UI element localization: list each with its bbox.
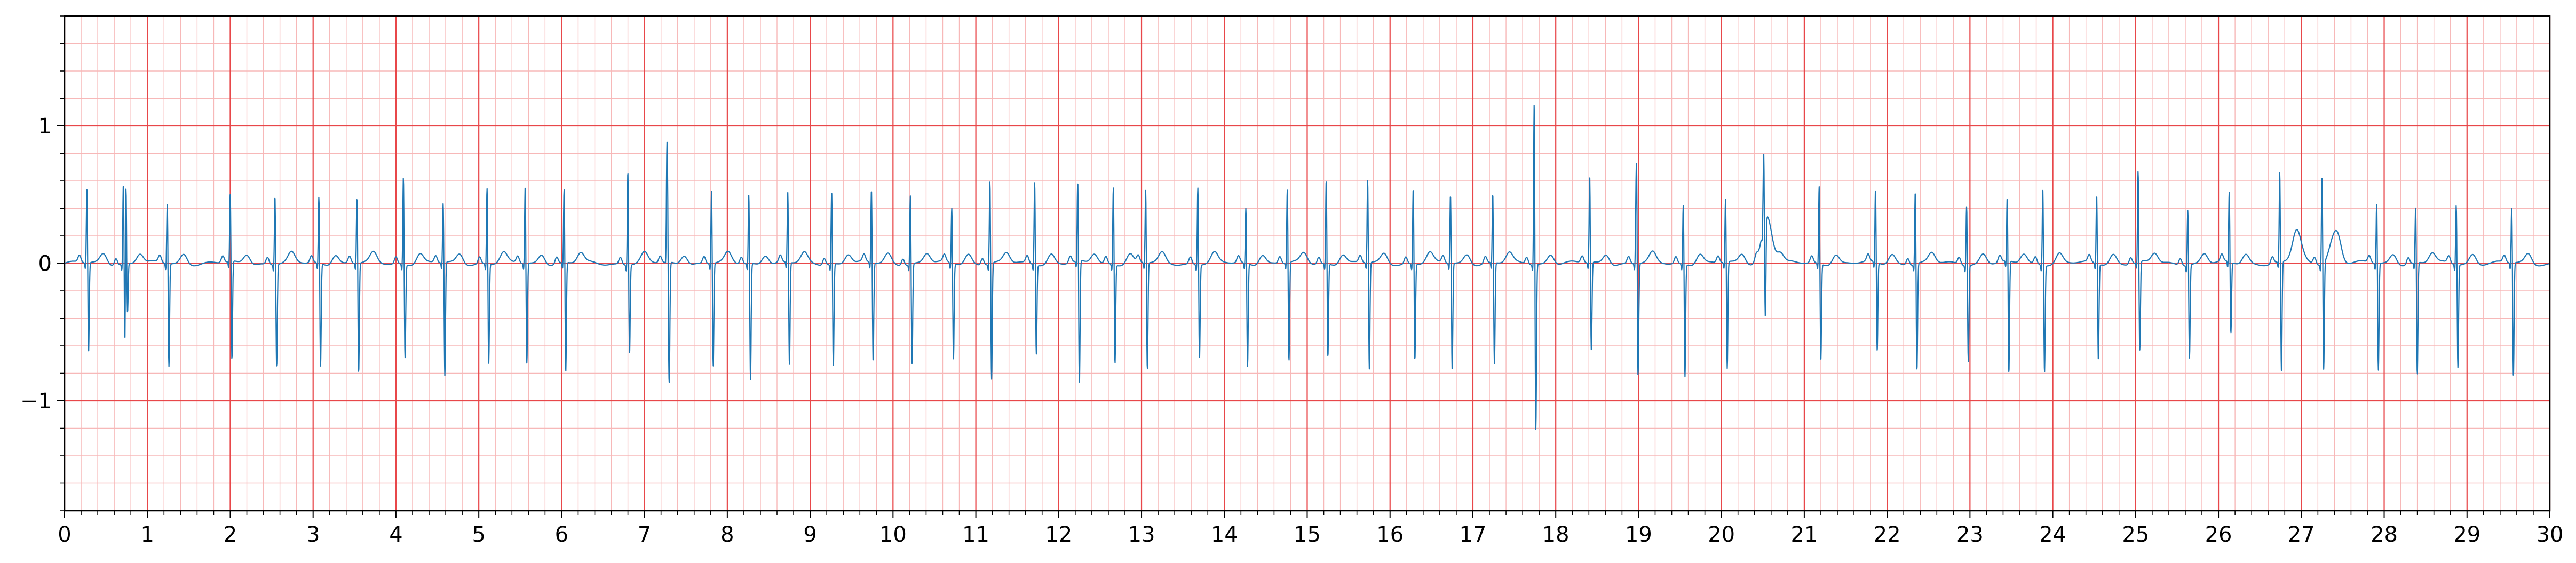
x-tick-label: 2 (224, 522, 237, 547)
x-tick-label: 18 (1542, 522, 1570, 547)
x-tick-label: 5 (472, 522, 485, 547)
x-tick-label: 8 (720, 522, 734, 547)
x-tick-label: 7 (638, 522, 651, 547)
y-axis: −1 0 1 (20, 15, 65, 511)
x-tick-label: 17 (1460, 522, 1487, 547)
x-tick-label: 11 (962, 522, 989, 547)
x-tick-label: 25 (2122, 522, 2149, 547)
x-tick-label: 3 (306, 522, 320, 547)
x-axis: 0 1 2 3 4 5 6 7 8 9 10 11 12 13 14 15 16 17 18 19 20 21 22 23 24… (58, 511, 2563, 547)
y-tick-label: 1 (38, 114, 52, 139)
x-tick-label: 14 (1211, 522, 1238, 547)
y-tick-label: 0 (38, 252, 52, 276)
x-tick-label: 1 (141, 522, 154, 547)
x-tick-label: 26 (2205, 522, 2232, 547)
x-tick-label: 23 (1956, 522, 1984, 547)
x-tick-label: 28 (2371, 522, 2398, 547)
x-tick-label: 4 (389, 522, 402, 547)
ecg-trace (64, 105, 2550, 430)
series-layer (64, 105, 2550, 430)
x-tick-label: 6 (555, 522, 568, 547)
x-tick-label: 15 (1294, 522, 1321, 547)
x-tick-label: 12 (1045, 522, 1072, 547)
x-tick-label: 29 (2453, 522, 2480, 547)
x-tick-label: 22 (1874, 522, 1901, 547)
y-tick-label: −1 (20, 389, 52, 414)
x-tick-label: 24 (2039, 522, 2066, 547)
x-tick-label: 30 (2537, 522, 2564, 547)
x-tick-label: 19 (1625, 522, 1652, 547)
x-tick-label: 27 (2288, 522, 2315, 547)
x-tick-label: 16 (1376, 522, 1404, 547)
x-tick-label: 0 (58, 522, 71, 547)
x-tick-label: 20 (1708, 522, 1735, 547)
x-tick-label: 21 (1790, 522, 1818, 547)
x-tick-label: 10 (879, 522, 907, 547)
x-tick-label: 13 (1128, 522, 1155, 547)
x-tick-label: 9 (803, 522, 817, 547)
